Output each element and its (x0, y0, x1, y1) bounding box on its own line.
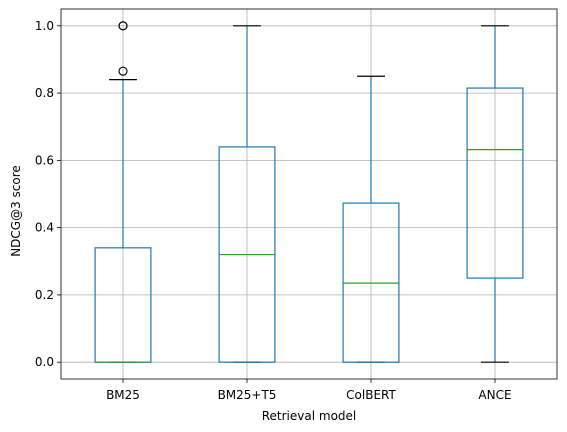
plot-frame (60, 8, 558, 380)
y-axis-label: NDCG@3 score (9, 165, 23, 257)
box-bm25 (94, 21, 152, 363)
outlier-point (118, 21, 128, 31)
box-bm25-t5 (218, 25, 276, 363)
x-tick-label: BM25 (106, 388, 140, 402)
x-tick-label: BM25+T5 (218, 388, 277, 402)
outlier-point (118, 66, 128, 76)
y-tick-label: 0.6 (35, 153, 54, 167)
iqr-box (466, 87, 524, 279)
box-ance (466, 25, 524, 363)
x-tick-label: ColBERT (346, 388, 396, 402)
y-tick-label: 0.2 (35, 288, 54, 302)
box-layer (94, 21, 524, 363)
y-tick-label: 0.4 (35, 221, 54, 235)
y-tick-label: 0.0 (35, 355, 54, 369)
box-colbert (342, 75, 400, 363)
y-tick-label: 1.0 (35, 19, 54, 33)
grid-layer (61, 9, 557, 379)
x-axis-label: Retrieval model (262, 409, 357, 423)
y-tick-label: 0.8 (35, 86, 54, 100)
axis-layer: 0.0 0.2 0.4 0.6 0.8 1.0 BM25 BM25+T5 ColBERT ANCE (35, 8, 558, 402)
x-tick-label: ANCE (478, 388, 511, 402)
